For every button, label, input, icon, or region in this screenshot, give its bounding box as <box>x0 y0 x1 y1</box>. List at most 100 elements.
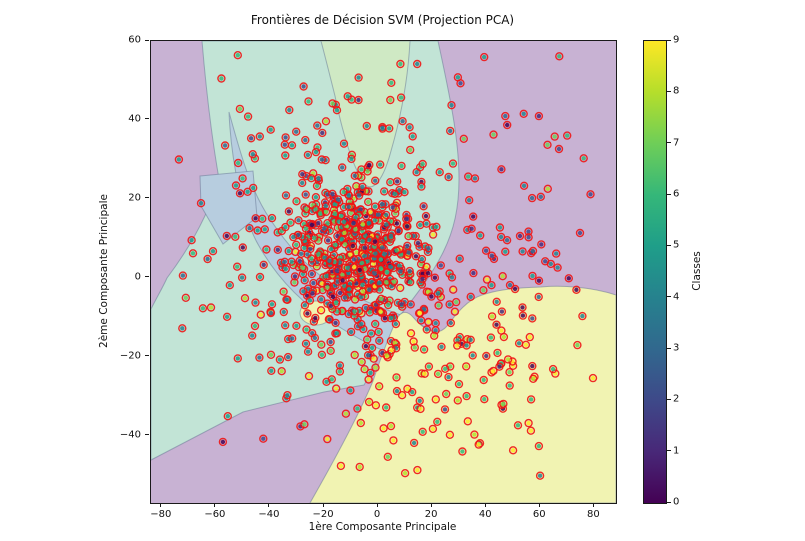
data-point <box>336 461 346 471</box>
data-point <box>339 187 348 197</box>
data-point <box>400 187 409 197</box>
colorbar-label: Classes <box>691 251 703 291</box>
data-point <box>231 232 240 242</box>
data-point <box>386 232 396 241</box>
x-tick-mark <box>376 503 378 507</box>
data-point <box>528 361 537 371</box>
data-point <box>482 351 491 361</box>
data-point <box>280 321 290 330</box>
data-point <box>248 183 258 193</box>
data-point <box>370 319 380 329</box>
data-point <box>240 294 250 303</box>
data-point <box>419 202 428 211</box>
colorbar-tick-mark <box>667 347 671 349</box>
data-point <box>374 278 384 288</box>
data-point <box>346 386 355 395</box>
data-point <box>422 262 431 272</box>
data-point <box>526 395 536 404</box>
data-point <box>469 268 478 278</box>
data-point <box>354 73 363 82</box>
data-point <box>357 319 366 329</box>
data-point <box>350 295 360 304</box>
data-point <box>374 382 384 391</box>
data-point <box>572 285 581 295</box>
data-point <box>427 292 436 301</box>
data-point <box>340 228 349 238</box>
data-point <box>350 171 360 181</box>
data-point <box>363 167 372 176</box>
data-point <box>208 246 218 256</box>
data-point <box>338 276 347 285</box>
data-point <box>479 285 488 295</box>
data-point <box>255 132 265 141</box>
data-point <box>232 262 242 271</box>
data-point <box>563 131 572 140</box>
colorbar-tick-mark <box>667 244 671 246</box>
data-point <box>388 203 397 212</box>
data-point <box>386 421 396 431</box>
data-point <box>397 161 406 171</box>
data-point <box>262 245 271 254</box>
data-point <box>412 167 421 177</box>
data-point <box>290 278 299 287</box>
data-point <box>260 225 270 234</box>
x-tick-label: 80 <box>586 509 600 520</box>
data-point <box>376 294 386 303</box>
data-point <box>548 364 558 374</box>
data-point <box>238 174 247 183</box>
data-point <box>501 247 510 256</box>
x-tick-mark <box>430 503 432 507</box>
data-point <box>448 159 458 168</box>
chart-title: Frontières de Décision SVM (Projection P… <box>250 13 515 27</box>
data-point <box>285 105 294 115</box>
data-point <box>335 361 345 370</box>
data-point <box>462 362 471 371</box>
data-point <box>536 192 545 202</box>
colorbar-tick-label: 7 <box>673 137 680 149</box>
data-point <box>446 126 455 136</box>
data-point <box>222 312 232 321</box>
data-point <box>364 375 373 384</box>
data-point <box>431 395 440 404</box>
data-point <box>354 191 364 200</box>
data-point <box>344 202 354 212</box>
data-point <box>525 332 534 342</box>
data-point <box>339 139 349 148</box>
data-point <box>497 307 507 316</box>
colorbar-tick-mark <box>667 296 671 298</box>
data-point <box>358 182 367 192</box>
data-point <box>316 295 326 304</box>
scatter-svg <box>151 41 616 503</box>
data-point <box>222 231 232 241</box>
data-point <box>553 263 562 272</box>
data-point <box>456 79 465 88</box>
data-point <box>376 307 385 316</box>
data-point <box>370 237 380 246</box>
data-point <box>238 243 248 252</box>
data-point <box>406 329 416 338</box>
data-point <box>410 343 419 352</box>
data-point <box>255 272 265 282</box>
data-point <box>297 178 307 188</box>
data-point <box>291 127 301 136</box>
data-point <box>528 314 537 323</box>
data-point <box>290 272 300 281</box>
data-point <box>266 350 276 359</box>
x-tick-mark <box>322 503 324 507</box>
data-point <box>248 149 258 159</box>
data-point <box>588 373 598 383</box>
data-point <box>454 379 464 389</box>
data-point <box>341 409 351 418</box>
colorbar-tick-label: 3 <box>673 342 680 354</box>
colorbar-tick-mark <box>667 142 671 144</box>
data-point <box>358 220 368 229</box>
data-point <box>335 367 345 376</box>
data-point <box>514 339 524 348</box>
data-point <box>362 121 372 131</box>
data-point <box>495 223 505 232</box>
data-point <box>524 227 533 236</box>
data-point <box>467 224 476 233</box>
data-point <box>326 346 335 355</box>
data-point <box>400 469 410 478</box>
